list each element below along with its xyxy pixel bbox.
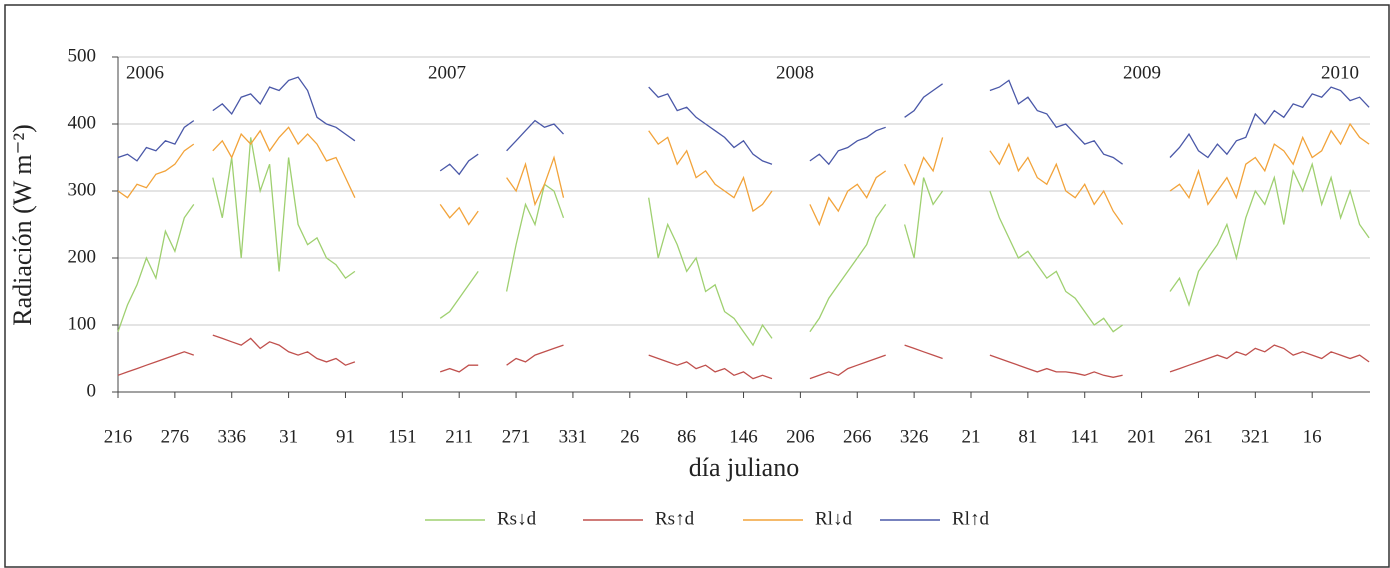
series-line	[117, 122, 1370, 227]
x-axis-label: día juliano	[689, 453, 799, 482]
x-tick-label: 146	[729, 426, 758, 447]
series-line	[117, 137, 1370, 347]
x-tick-label: 206	[786, 426, 815, 447]
x-tick-label: 141	[1070, 426, 1099, 447]
x-tick-label: 321	[1241, 426, 1270, 447]
x-tick-label: 91	[336, 426, 355, 447]
legend-label: Rl↓d	[815, 508, 852, 529]
year-label: 2007	[428, 62, 466, 83]
x-tick-label: 216	[104, 426, 133, 447]
y-tick-label: 400	[68, 112, 97, 133]
x-tick-label: 31	[279, 426, 298, 447]
x-tick-label: 266	[843, 426, 872, 447]
y-tick-label: 100	[68, 313, 97, 334]
x-tick-label: 26	[620, 426, 639, 447]
x-tick-label: 276	[161, 426, 190, 447]
x-tick-label: 211	[445, 426, 473, 447]
x-tick-label: 81	[1018, 426, 1037, 447]
series-line	[117, 334, 1370, 380]
y-tick-label: 300	[68, 179, 97, 200]
x-tick-label: 151	[388, 426, 417, 447]
frame	[4, 4, 1390, 568]
x-tick-label: 336	[217, 426, 246, 447]
x-tick-label: 261	[1184, 426, 1213, 447]
series-line	[117, 76, 1370, 176]
x-tick-label: 21	[961, 426, 980, 447]
y-tick-label: 500	[68, 45, 97, 66]
y-axis-label: Radiación (W m⁻²)	[8, 124, 37, 326]
y-tick-label: 200	[68, 246, 97, 267]
year-label: 2009	[1123, 62, 1161, 83]
legend-label: Rl↑d	[952, 508, 989, 529]
legend-label: Rs↓d	[497, 508, 537, 529]
x-tick-label: 326	[900, 426, 929, 447]
year-label: 2008	[776, 62, 814, 83]
x-tick-label: 271	[502, 426, 531, 447]
year-label: 2006	[126, 62, 164, 83]
x-tick-label: 331	[559, 426, 588, 447]
legend-label: Rs↑d	[655, 508, 695, 529]
y-tick-label: 0	[87, 380, 97, 401]
x-tick-label: 86	[677, 426, 696, 447]
x-tick-label: 201	[1127, 426, 1156, 447]
year-label: 2010	[1321, 62, 1359, 83]
x-tick-label: 16	[1303, 426, 1322, 447]
